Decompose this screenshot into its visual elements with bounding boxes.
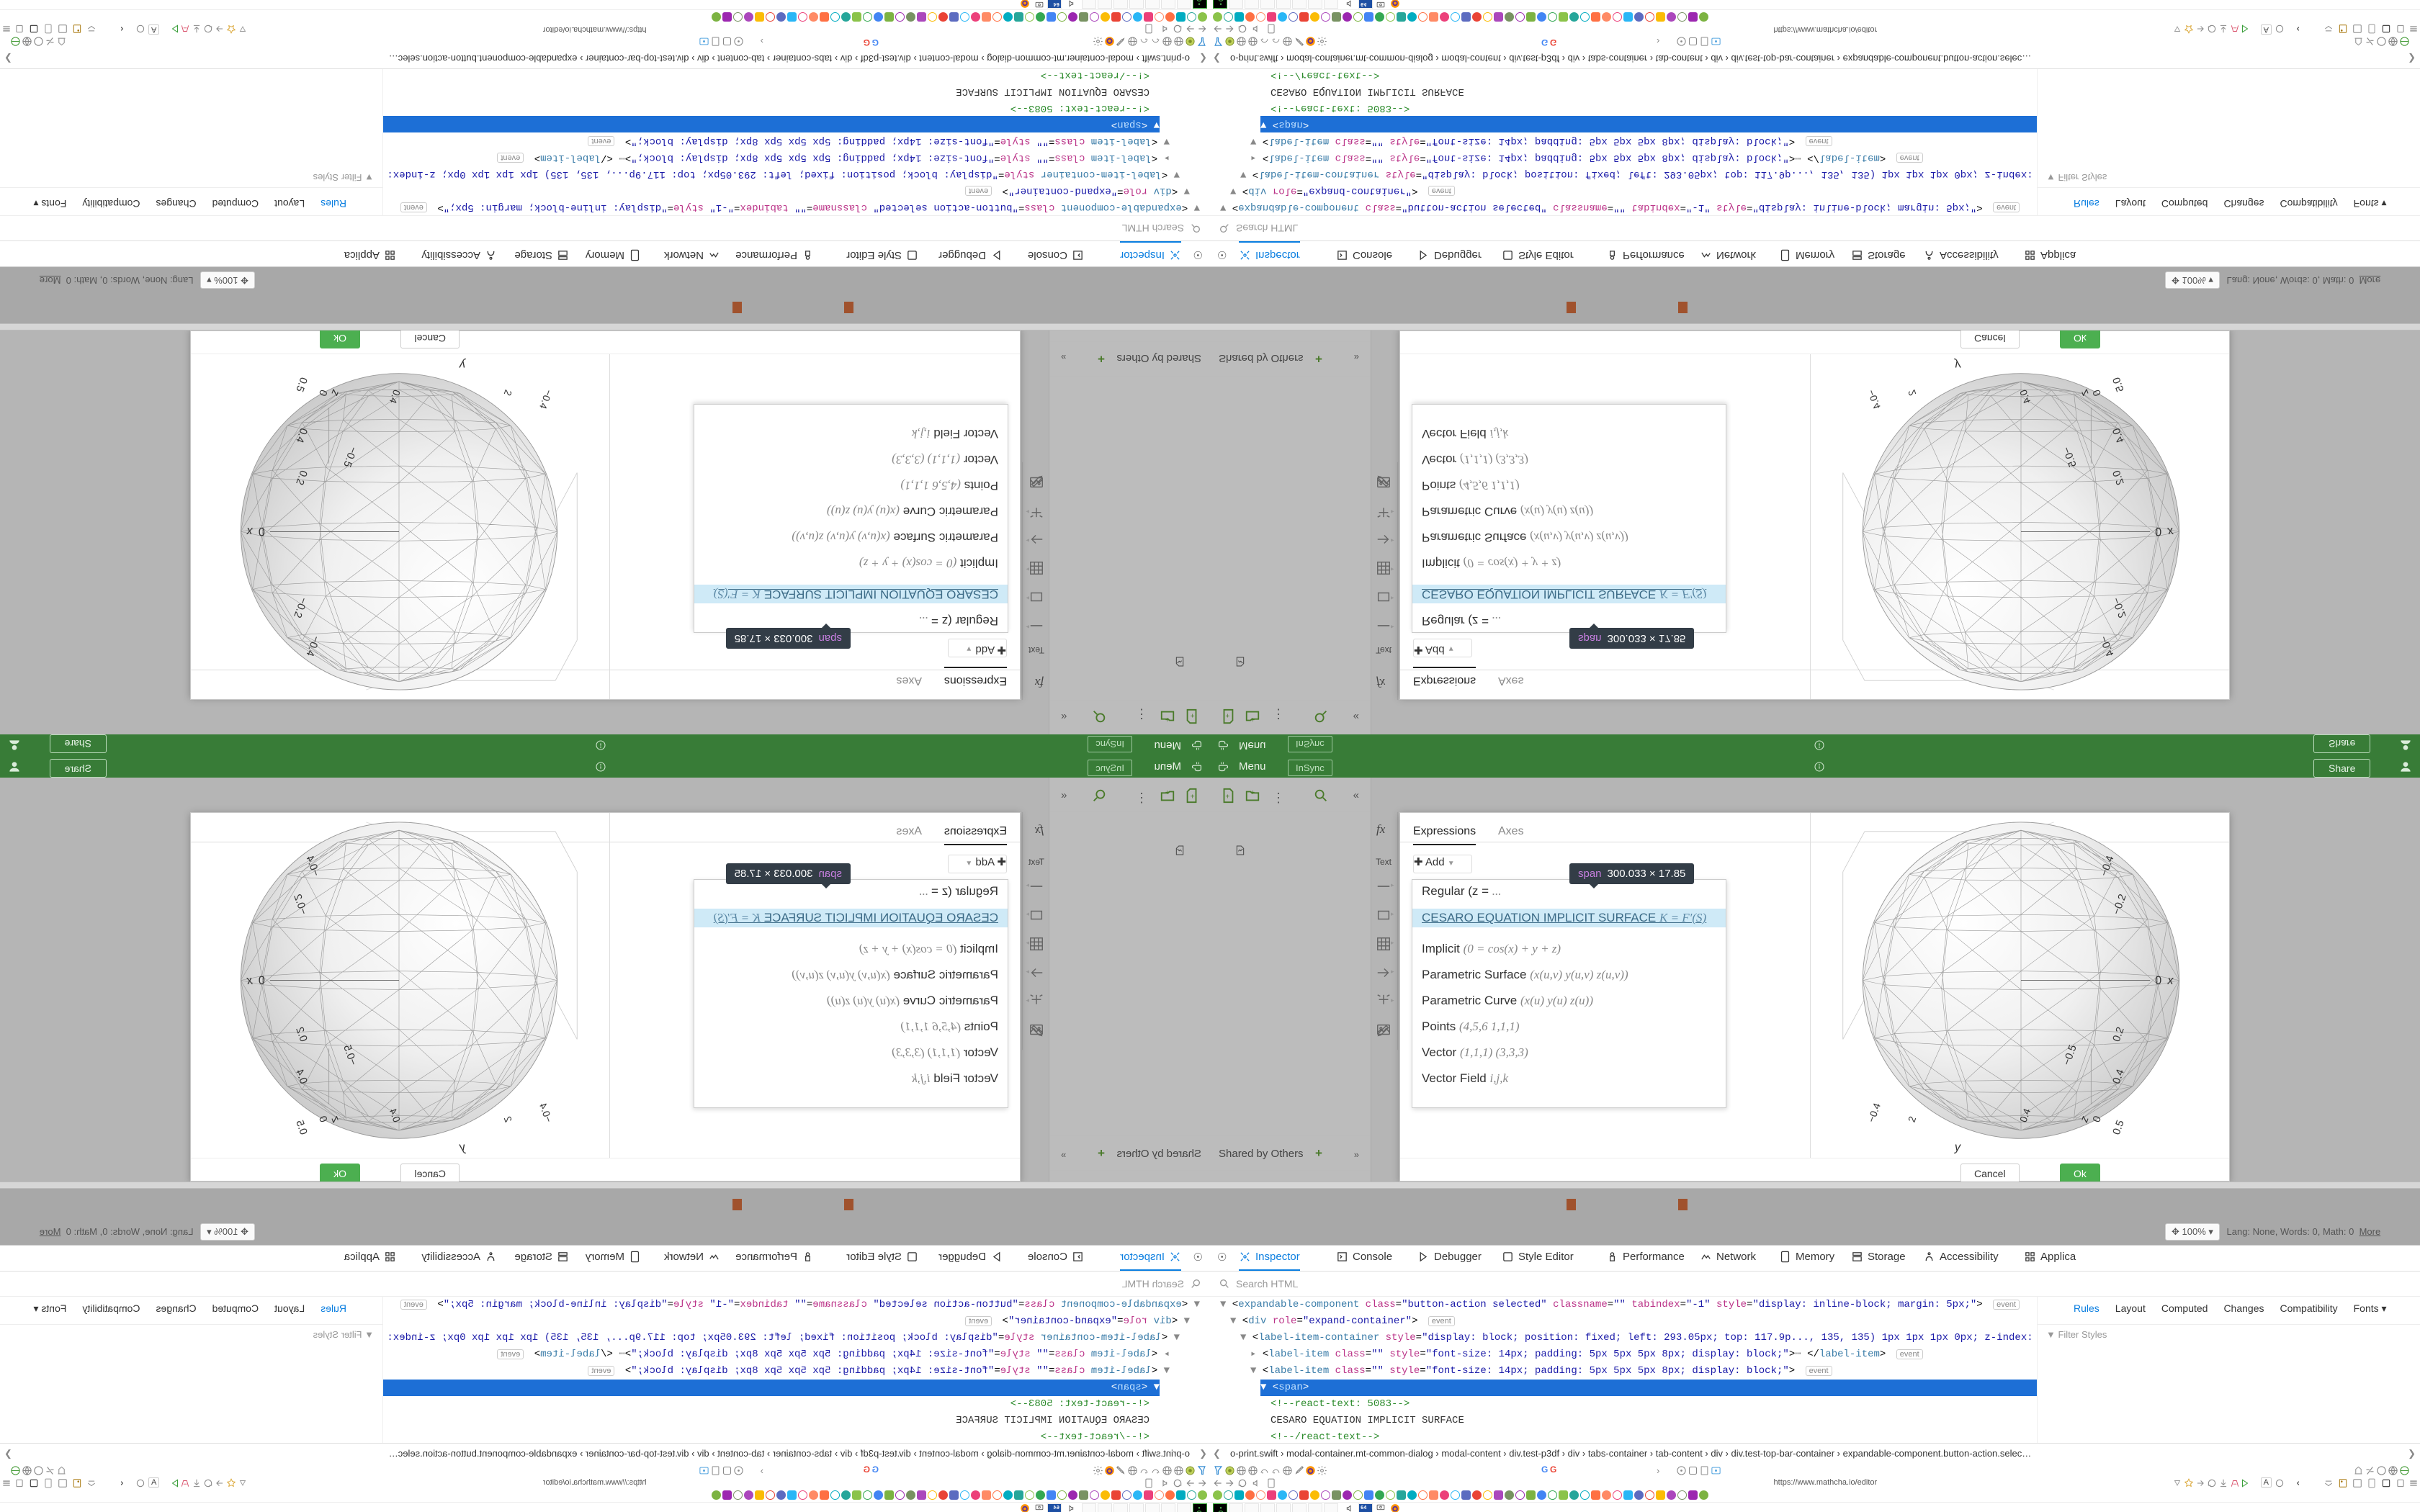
svg-text:y: y	[459, 1141, 466, 1154]
svg-text:2: 2	[1906, 1115, 1919, 1123]
svg-text:+: +	[1250, 715, 1255, 723]
svg-text:0: 0	[2155, 525, 2161, 538]
svg-text:+: +	[1250, 789, 1255, 797]
svg-text:y: y	[1954, 358, 1961, 371]
svg-text:+: +	[1225, 793, 1229, 801]
svg-text:2: 2	[502, 388, 514, 397]
svg-text:0.5: 0.5	[293, 1119, 309, 1137]
svg-text:−0.4: −0.4	[1866, 1102, 1883, 1124]
svg-text:x: x	[2166, 974, 2174, 987]
svg-text:0: 0	[2155, 974, 2161, 987]
svg-text:+: +	[1225, 711, 1229, 719]
svg-text:y: y	[459, 358, 466, 371]
svg-text:y: y	[1954, 1141, 1961, 1154]
svg-text:0: 0	[259, 525, 265, 538]
svg-text:x: x	[246, 525, 254, 538]
svg-text:x: x	[246, 974, 254, 987]
svg-text:x: x	[2166, 525, 2174, 538]
svg-text:2: 2	[502, 1115, 514, 1123]
svg-text:+: +	[1165, 789, 1170, 797]
svg-text:+: +	[1191, 793, 1195, 801]
svg-text:−0.4: −0.4	[537, 1102, 555, 1124]
svg-text:0.5: 0.5	[2111, 1119, 2127, 1137]
svg-text:−0.4: −0.4	[537, 388, 555, 410]
svg-text:0: 0	[259, 974, 265, 987]
svg-text:0.5: 0.5	[293, 376, 309, 394]
svg-text:+: +	[1191, 711, 1195, 719]
svg-text:2: 2	[1906, 388, 1919, 397]
svg-text:0.5: 0.5	[2111, 376, 2127, 394]
svg-text:−0.4: −0.4	[1866, 388, 1883, 410]
svg-text:+: +	[1165, 715, 1170, 723]
